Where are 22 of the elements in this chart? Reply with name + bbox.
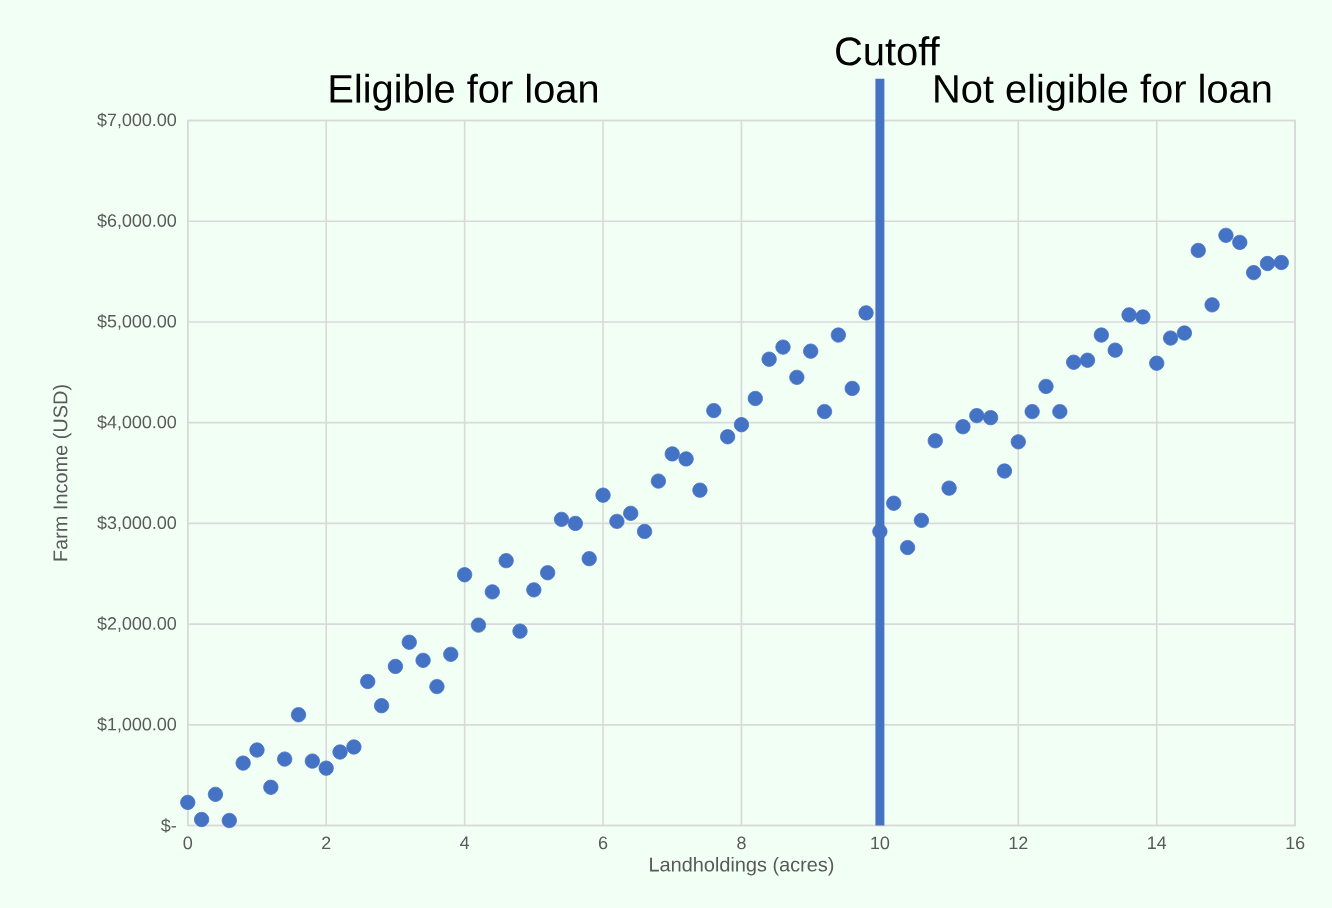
x-tick-label: 14 bbox=[1148, 836, 1167, 849]
y-tick-label: $7,000.00 bbox=[97, 112, 177, 129]
y-tick-label: $5,000.00 bbox=[97, 314, 177, 330]
text: Eligible for loan bbox=[330, 73, 597, 111]
x-tick-label: 10 bbox=[871, 836, 890, 850]
y-axis-title: Farm Income (USD) bbox=[52, 385, 72, 561]
x-tick-label: 12 bbox=[1009, 836, 1028, 849]
ref-line-label: Cutoff bbox=[836, 36, 940, 66]
x-tick-label: 0 bbox=[183, 836, 193, 850]
y-tick-label: $2,000.00 bbox=[97, 616, 177, 632]
x-tick-label: 4 bbox=[460, 836, 470, 849]
y-tick-label: $6,000.00 bbox=[97, 213, 177, 229]
x-tick-label: 16 bbox=[1286, 836, 1305, 850]
y-tick-label: $3,000.00 bbox=[97, 515, 177, 532]
y-tick-label: $4,000.00 bbox=[97, 414, 177, 431]
y-tick-label: $- bbox=[161, 818, 176, 833]
x-tick-label: 6 bbox=[598, 836, 608, 850]
text: Not eligible for loan bbox=[935, 73, 1271, 111]
x-tick-label: 2 bbox=[322, 836, 331, 849]
y-tick-label: $1,000.00 bbox=[97, 716, 177, 733]
x-tick-label: 8 bbox=[737, 836, 746, 850]
x-axis-title: Landholdings (acres) bbox=[650, 856, 834, 876]
